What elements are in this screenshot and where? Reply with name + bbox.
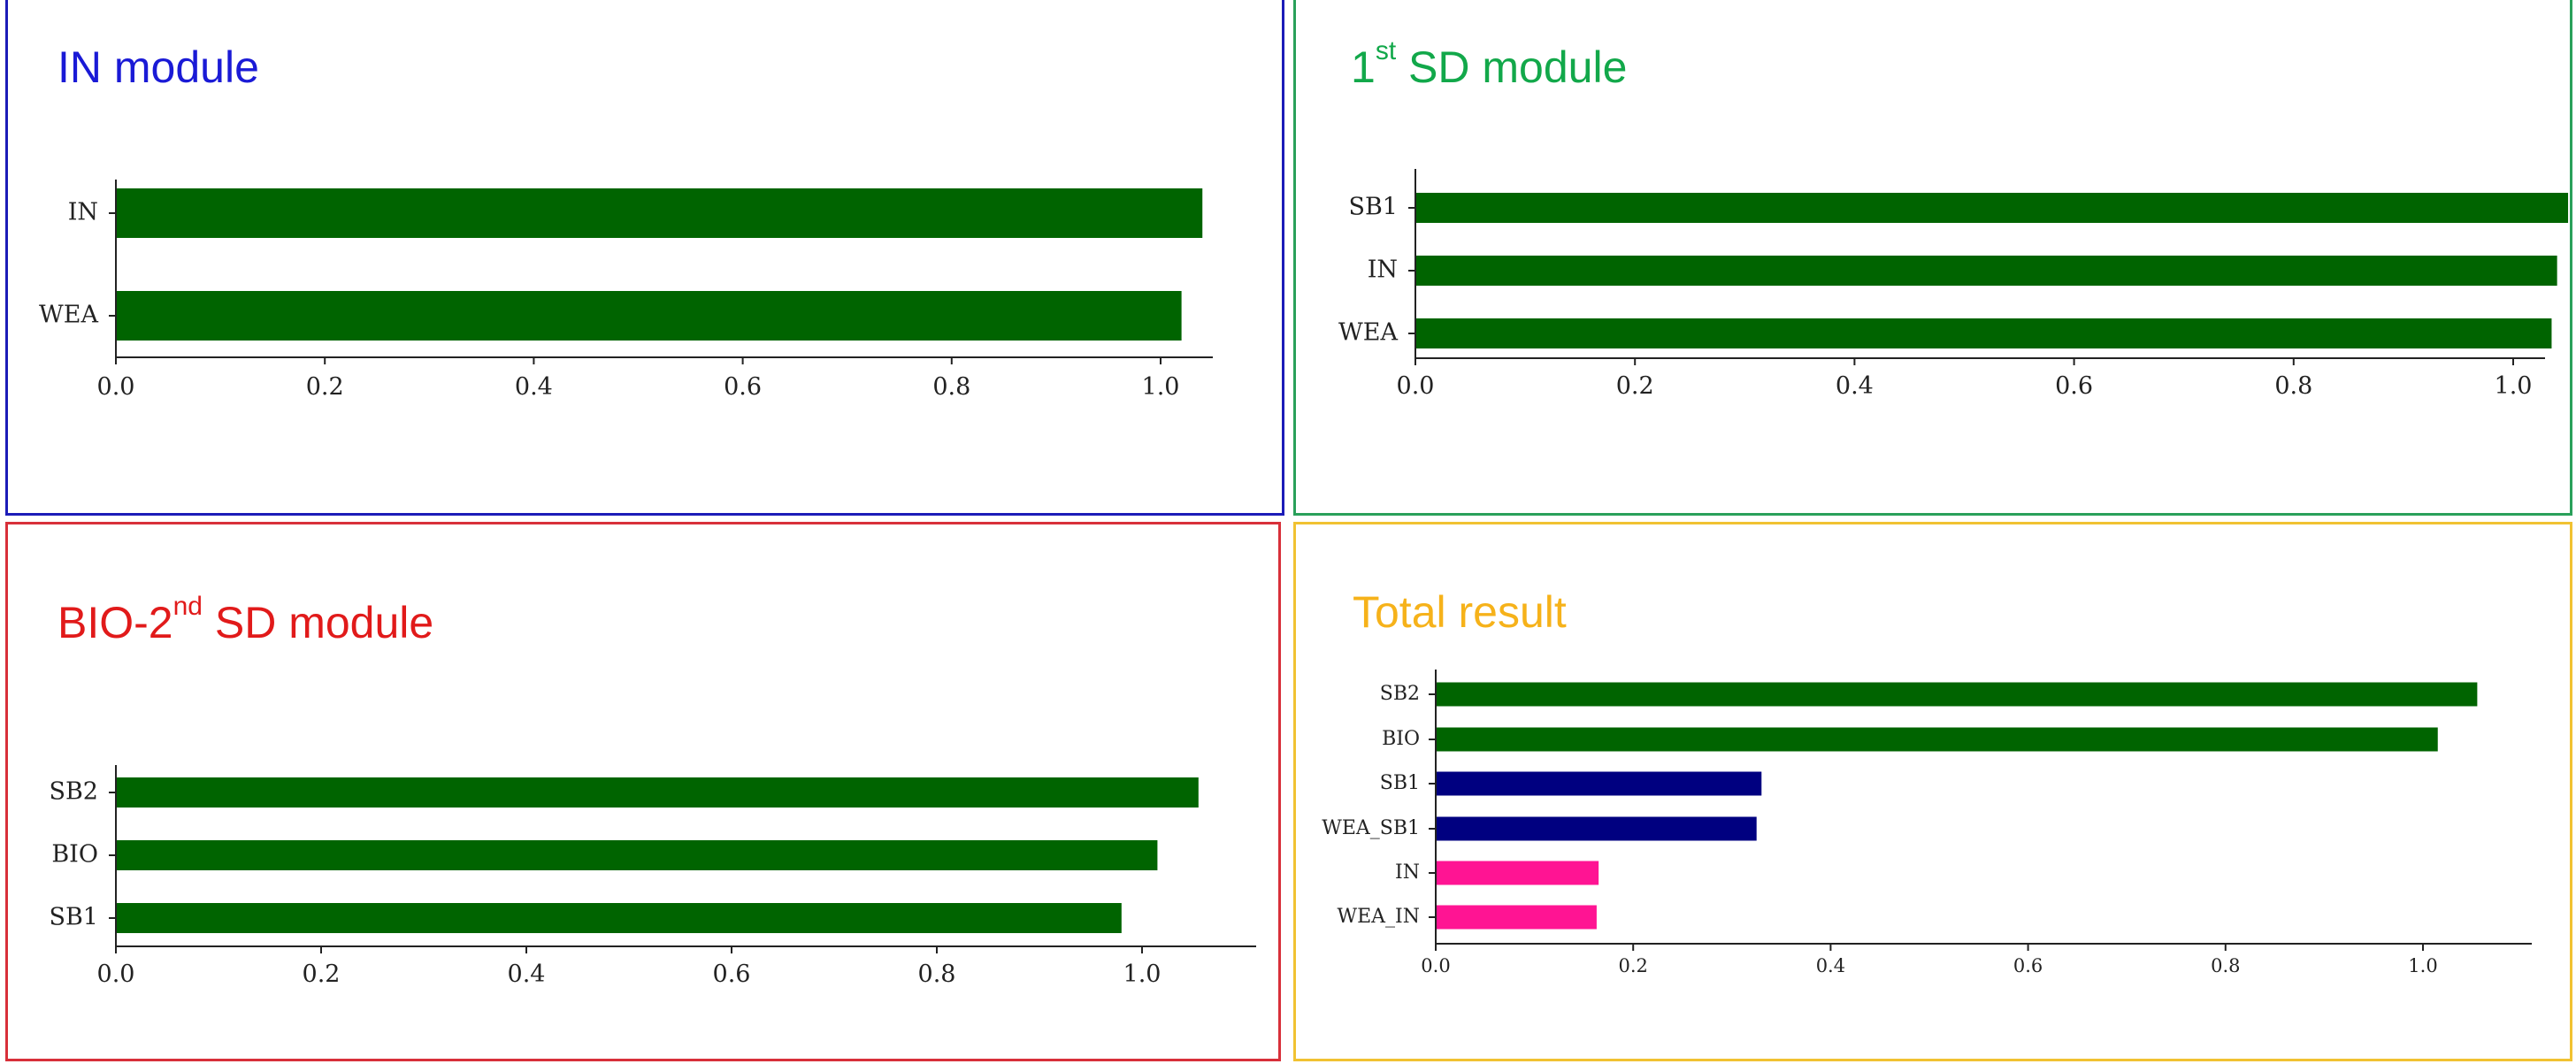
bar [1436, 771, 1762, 796]
title-main: Total result [1353, 587, 1567, 637]
panel-title: 1st SD module [1351, 38, 1628, 93]
title-main: BIO-2 [58, 598, 173, 647]
bar [1436, 816, 1757, 841]
category-label: BIO [51, 841, 98, 869]
category-label: BIO [1382, 728, 1420, 750]
panel-bio-2nd-sd-module: BIO-2nd SD module SB2 BIO SB1 0.0 0.2 0.4 0.6 0… [5, 522, 1281, 1061]
chart-1st-sd-module: SB1 IN WEA 0.0 0.2 0.4 0.6 0.8 1.0 [1338, 169, 2569, 400]
category-label: WEA_SB1 [1322, 817, 1420, 839]
x-tick-label: 0.0 [1397, 372, 1435, 400]
panel-1st-sd-module: 1st SD module SB1 IN WEA 0.0 0.2 0.4 0.6 0.8 1.0 [1293, 0, 2572, 516]
x-tick-label: 1.0 [1123, 961, 1162, 988]
chart-in-module: IN WEA 0.0 0.2 0.4 0.6 0.8 1.0 [39, 180, 1213, 401]
x-tick-label: 0.2 [1616, 372, 1654, 400]
x-tick-label: 0.4 [508, 961, 546, 988]
panel-total-result: Total result SB2 BIO SB1 WEA_SB1 IN WEA_IN 0.0… [1293, 522, 2572, 1061]
bar [1415, 256, 2557, 286]
bar [1436, 682, 2478, 707]
x-tick-label: 0.0 [97, 373, 135, 401]
category-label: WEA [39, 302, 98, 329]
x-tick-label: 0.4 [1816, 955, 1845, 976]
title-after: SD module [202, 598, 434, 647]
x-tick-label: 1.0 [2495, 372, 2533, 400]
bar [116, 291, 1182, 341]
x-tick-label: 1.0 [1142, 373, 1180, 401]
chart-bio-2nd-sd-module: SB2 BIO SB1 0.0 0.2 0.4 0.6 0.8 1.0 [49, 765, 1256, 988]
x-tick-label: 0.6 [2013, 955, 2043, 976]
category-label: SB1 [1348, 194, 1398, 221]
x-tick-label: 1.0 [2408, 955, 2437, 976]
title-sup: nd [172, 592, 203, 621]
x-tick-label: 0.6 [713, 961, 751, 988]
category-label: SB1 [1380, 772, 1420, 794]
x-tick-label: 0.2 [303, 961, 341, 988]
category-label: SB2 [49, 778, 98, 806]
x-tick-label: 0.2 [1618, 955, 1647, 976]
category-label: IN [68, 199, 98, 226]
bar [1436, 861, 1599, 885]
x-tick-label: 0.8 [932, 373, 970, 401]
bar [1436, 905, 1597, 930]
category-label: IN [1368, 256, 1398, 284]
x-tick-label: 0.8 [918, 961, 956, 988]
bar [1415, 193, 2569, 223]
x-tick-label: 0.2 [306, 373, 344, 401]
panel-in-module: IN module IN WEA 0.0 0.2 0.4 0.6 0.8 1.0 [5, 0, 1284, 516]
panel-title: IN module [58, 42, 259, 93]
category-label: SB1 [49, 904, 98, 931]
chart-total-result: SB2 BIO SB1 WEA_SB1 IN WEA_IN 0.0 0.2 0.4 0.6 0.8 1… [1322, 670, 2532, 976]
panel-title: Total result [1353, 586, 1567, 638]
bar [116, 840, 1158, 870]
title-sup: st [1375, 36, 1397, 65]
bar [116, 188, 1203, 238]
bar [116, 903, 1122, 933]
x-tick-label: 0.8 [2274, 372, 2312, 400]
x-tick-label: 0.0 [97, 961, 135, 988]
category-label: IN [1395, 861, 1420, 884]
category-label: WEA_IN [1338, 906, 1421, 928]
x-tick-label: 0.0 [1421, 955, 1450, 976]
x-tick-label: 0.6 [724, 373, 762, 401]
panel-title: BIO-2nd SD module [58, 593, 434, 648]
title-main: 1 [1351, 42, 1376, 92]
title-main: IN module [58, 42, 259, 92]
x-tick-label: 0.6 [2055, 372, 2093, 400]
category-label: SB2 [1380, 683, 1420, 705]
x-tick-label: 0.4 [515, 373, 553, 401]
x-tick-label: 0.8 [2211, 955, 2240, 976]
category-label: WEA [1338, 319, 1398, 347]
bar [116, 777, 1199, 808]
title-after: SD module [1396, 42, 1628, 92]
bar [1415, 318, 2552, 348]
x-tick-label: 0.4 [1836, 372, 1874, 400]
bar [1436, 727, 2438, 752]
